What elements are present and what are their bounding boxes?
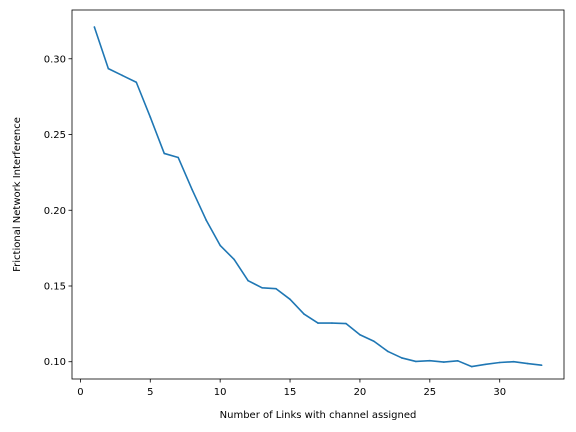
data-point: [149, 116, 152, 118]
data-point: [498, 361, 501, 364]
data-point: [456, 360, 459, 362]
x-tick-label: 30: [493, 387, 506, 398]
data-point: [177, 156, 180, 159]
x-tick-label: 0: [77, 387, 83, 398]
data-point: [135, 81, 138, 84]
x-axis-label: Number of Links with channel assigned: [220, 410, 417, 421]
data-point: [484, 363, 487, 366]
data-point: [401, 357, 403, 359]
x-tick-label: 15: [284, 387, 297, 398]
data-point: [233, 258, 235, 261]
data-point: [540, 364, 543, 367]
data-point: [93, 26, 96, 28]
series-points: [93, 26, 543, 368]
data-point: [163, 152, 166, 155]
data-point: [331, 322, 333, 324]
data-point: [345, 322, 347, 325]
data-point: [470, 365, 473, 368]
x-tick-label: 5: [147, 387, 153, 398]
data-point: [275, 287, 277, 290]
y-tick-label: 0.20: [44, 206, 66, 217]
data-point: [526, 362, 529, 365]
y-tick-label: 0.15: [44, 281, 66, 292]
x-tick-label: 25: [423, 387, 436, 398]
data-point: [359, 333, 361, 336]
plot-frame: [71, 9, 565, 380]
y-axis-label: Frictional Network Interference: [12, 117, 23, 272]
data-point: [191, 189, 193, 191]
data-point: [219, 244, 221, 247]
data-point: [303, 313, 305, 315]
y-tick-label: 0.10: [44, 357, 66, 368]
data-point: [107, 67, 110, 70]
plot-area: [72, 10, 564, 379]
data-point: [261, 287, 263, 289]
data-point: [429, 359, 431, 362]
data-point: [373, 340, 375, 343]
data-point: [289, 298, 291, 301]
x-tick-label: 10: [214, 387, 227, 398]
data-point: [247, 279, 249, 282]
x-tick-label: 20: [354, 387, 367, 398]
data-point: [121, 74, 124, 77]
y-axis-ticks: 0.10 0.15 0.20 0.25 0.30: [44, 54, 72, 368]
data-point: [205, 219, 207, 221]
data-point: [415, 360, 417, 363]
y-tick-label: 0.30: [44, 54, 66, 65]
data-point: [443, 361, 445, 363]
data-point: [387, 350, 389, 353]
data-point: [317, 322, 319, 324]
y-tick-label: 0.25: [44, 130, 66, 141]
x-axis-ticks: 0 5 10 15 20 25 30: [77, 379, 506, 398]
data-point: [512, 360, 515, 363]
